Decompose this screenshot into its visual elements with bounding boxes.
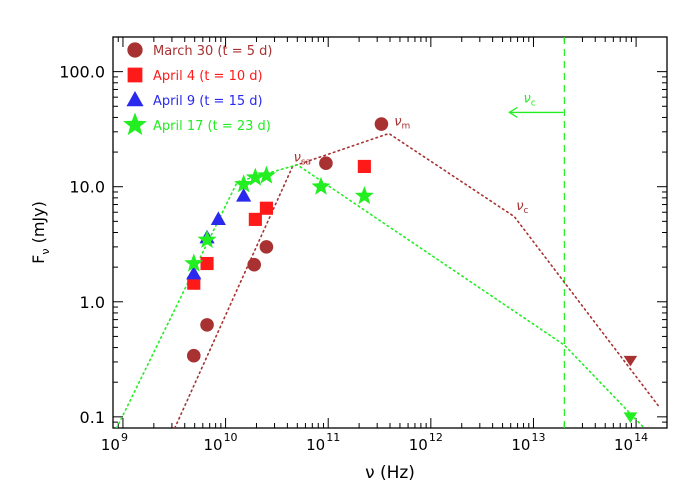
- x-tick-label: 10 12: [409, 431, 443, 454]
- legend-label: April 4 (t = 10 d): [153, 69, 263, 84]
- annotation-symbol: ν: [516, 199, 523, 214]
- legend: March 30 (t = 5 d) April 4 (t = 10 d) Apri…: [123, 42, 273, 136]
- y-axis-label: Fν (mJy): [29, 201, 52, 264]
- legend-marker-0: [127, 42, 143, 58]
- data-point-series-1: [200, 256, 214, 271]
- x-tick-label: 10 9: [101, 431, 128, 454]
- y-tick-label: 1.0: [80, 293, 105, 312]
- data-point-series-2: [186, 265, 202, 280]
- upper-limit-marker-series-3: [623, 412, 638, 423]
- model-line-series-3: [115, 163, 646, 428]
- legend-label: April 9 (t = 15 d): [153, 94, 263, 109]
- x-axis-label: ν (Hz): [365, 463, 415, 483]
- x-tick-label-exponent: 11: [326, 431, 340, 444]
- annotation-subscript: m: [402, 122, 411, 132]
- data-point-series-0: [186, 348, 201, 363]
- annotation-symbol: ν: [294, 151, 301, 166]
- annotation-label: νsa: [294, 151, 311, 168]
- legend-marker-1: [127, 67, 143, 83]
- legend-label: April 17 (t = 23 d): [153, 119, 271, 134]
- data-point-series-3: [184, 253, 204, 272]
- x-tick-label: 10 10: [203, 431, 237, 454]
- x-tick-label-base: 10: [203, 436, 222, 454]
- data-point-series-0: [374, 117, 389, 131]
- data-point-series-3: [197, 229, 217, 248]
- legend-label: March 30 (t = 5 d): [153, 44, 273, 59]
- y-axis-label-unit: (mJy): [29, 201, 48, 248]
- y-axis-label-main: F: [29, 255, 48, 264]
- x-tick-label: 10 13: [511, 431, 545, 454]
- data-point-series-3: [245, 167, 265, 186]
- x-tick-label-exponent: 14: [634, 431, 648, 444]
- data-point-series-3: [256, 165, 276, 184]
- data-point-series-3: [311, 176, 331, 195]
- legend-marker-3: [123, 112, 147, 136]
- data-point-series-2: [210, 211, 226, 225]
- annotation-label: νc: [524, 91, 536, 108]
- annotation-symbol: ν: [524, 91, 531, 106]
- x-tick-label-base: 10: [306, 436, 325, 454]
- x-tick-label-base: 10: [101, 436, 120, 454]
- x-tick-label-exponent: 9: [121, 431, 128, 444]
- y-tick-label: 0.1: [80, 408, 105, 427]
- y-tick-label: 100.0: [59, 63, 105, 82]
- annotation-label: νm: [394, 115, 410, 132]
- y-tick-label: 10.0: [69, 178, 105, 197]
- data-point-series-1: [259, 201, 273, 215]
- data-point-series-2: [236, 188, 252, 202]
- data-point-series-0: [259, 240, 274, 254]
- y-axis-label-subscript: ν: [39, 248, 52, 254]
- data-point-series-1: [248, 212, 262, 226]
- data-point-series-3: [234, 174, 254, 193]
- annotation-symbol: ν: [394, 115, 401, 130]
- data-point-series-1: [187, 276, 201, 290]
- data-point-series-0: [200, 318, 214, 332]
- legend-marker-2: [126, 91, 144, 107]
- x-tick-label-base: 10: [409, 436, 428, 454]
- annotation-subscript: c: [531, 98, 536, 108]
- x-tick-label: 10 14: [614, 431, 648, 454]
- x-tick-label: 10 11: [306, 431, 340, 454]
- data-point-series-1: [357, 159, 371, 174]
- annotation-subscript: sa: [301, 158, 311, 168]
- data-point-series-0: [247, 257, 261, 272]
- x-tick-label-exponent: 10: [224, 431, 238, 444]
- annotation-label: νc: [516, 199, 528, 216]
- x-tick-label-exponent: 12: [429, 431, 443, 444]
- x-tick-label-exponent: 13: [531, 431, 545, 444]
- arrow-head: [508, 106, 518, 118]
- x-tick-label-base: 10: [511, 436, 530, 454]
- data-point-series-0: [319, 156, 333, 171]
- model-line-series-0: [174, 132, 661, 428]
- annotation-subscript: c: [524, 206, 529, 216]
- data-point-series-3: [354, 186, 374, 205]
- upper-limit-marker-series-0: [623, 355, 638, 367]
- x-tick-label-base: 10: [614, 436, 633, 454]
